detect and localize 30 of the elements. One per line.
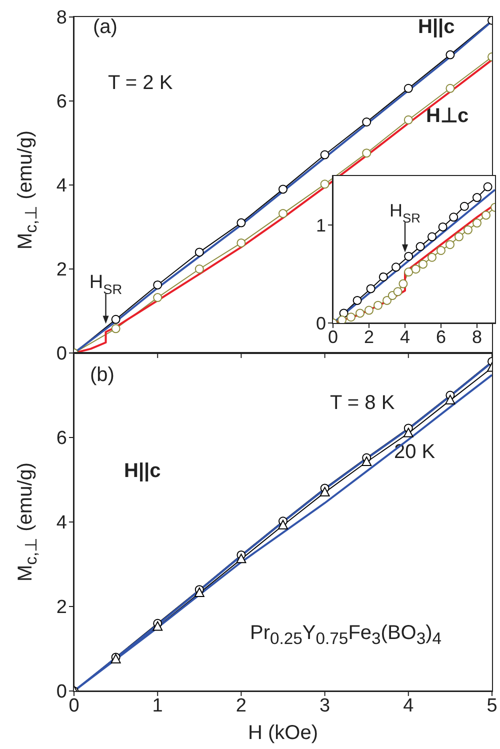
y-tick-label: 2 [56,597,67,618]
annotation: H||c [418,16,455,39]
annotation: T = 2 K [108,72,173,95]
x-tick-label: 3 [320,695,330,716]
y-tick-label: 6 [56,92,67,113]
x-tick-label: 2 [364,326,374,347]
y-tick-label: 2 [56,260,67,281]
annotation: T = 8 K [330,392,395,415]
annotation: H||c [124,460,161,483]
x-tick-label: 8 [472,326,482,347]
annotation: 20 K [394,441,436,464]
y-tick-label: 4 [56,176,68,197]
text: Pr$_{0.25}$Y$_{0.75}$Fe$_{3}$(BO$_{3}$)$_{4}$ [250,622,442,648]
annotation: H$_{SR}$ [390,200,420,226]
x-tick-label: 1 [152,695,163,716]
annotation: (b) [90,364,114,387]
y-tick-label: 6 [56,428,67,450]
annotation: H⊥c [426,104,469,128]
x-tick-label: 4 [403,695,414,716]
x-tick-label: 6 [436,326,446,347]
annotation: (a) [93,16,118,39]
x-axis-title: H (kOe) [248,722,318,745]
x-tick-label: 2 [236,695,246,716]
y-tick-label: 8 [56,8,67,29]
annotation: H$_{SR}$ [89,272,122,297]
y-tick-label: 0 [56,344,67,365]
x-tick-label: 4 [400,326,410,347]
y-tick-label: 4 [56,512,68,534]
x-tick-label: 5 [486,695,498,716]
y-tick-label: 0 [56,682,67,703]
